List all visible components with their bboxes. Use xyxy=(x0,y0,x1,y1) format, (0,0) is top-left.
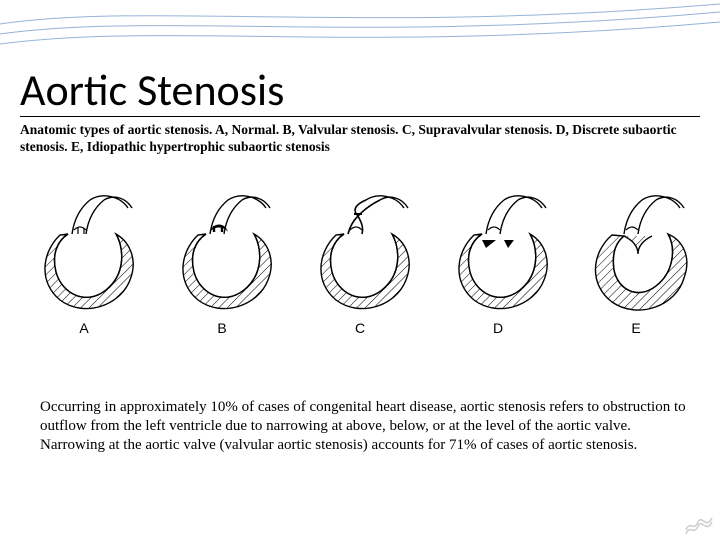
panel-label-a: A xyxy=(79,320,88,336)
body-paragraph: Occurring in approximately 10% of cases … xyxy=(40,398,690,454)
diagram-panel-a: A xyxy=(20,190,148,350)
top-curves-decoration xyxy=(0,0,720,60)
diagram-panel-b: B xyxy=(158,190,286,350)
page-title: Aortic Stenosis xyxy=(20,68,284,112)
heart-drawing-c xyxy=(296,190,424,318)
panel-label-e: E xyxy=(631,320,640,336)
diagram-panel-d: D xyxy=(434,190,562,350)
squiggle-watermark-icon xyxy=(684,512,714,536)
diagram-row: A B xyxy=(20,190,700,350)
panel-label-d: D xyxy=(493,320,503,336)
title-underline xyxy=(20,116,700,117)
panel-label-b: B xyxy=(217,320,226,336)
heart-drawing-a xyxy=(20,190,148,318)
panel-label-c: C xyxy=(355,320,365,336)
heart-drawing-b xyxy=(158,190,286,318)
heart-drawing-e xyxy=(572,190,700,318)
diagram-panel-e: E xyxy=(572,190,700,350)
diagram-panel-c: C xyxy=(296,190,424,350)
figure-caption: Anatomic types of aortic stenosis. A, No… xyxy=(20,122,700,156)
heart-drawing-d xyxy=(434,190,562,318)
